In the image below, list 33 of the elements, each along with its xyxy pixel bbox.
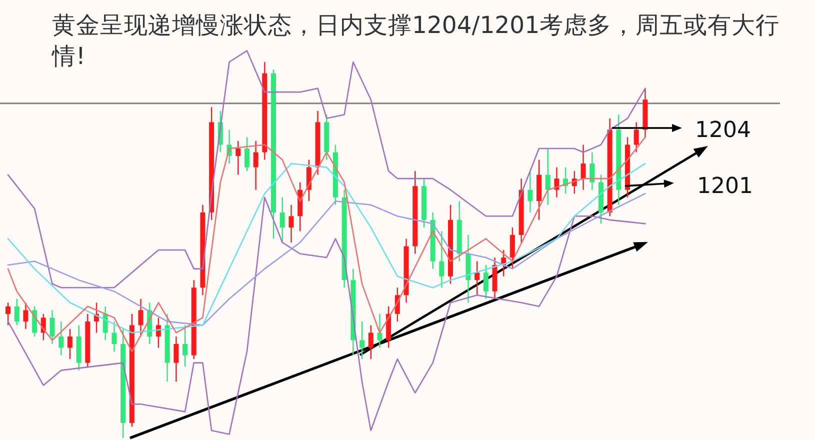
candlestick — [156, 317, 161, 348]
candlestick — [50, 310, 55, 345]
candlestick — [32, 306, 38, 338]
candlestick — [244, 136, 250, 172]
candlestick — [112, 320, 117, 352]
candlestick — [58, 320, 64, 356]
candlestick — [14, 298, 20, 326]
candlestick — [580, 144, 586, 190]
candlestick — [253, 140, 258, 190]
candlestick — [182, 324, 188, 368]
text: 1201 — [697, 174, 753, 199]
candlestick — [6, 302, 10, 326]
candlestick — [483, 264, 488, 300]
candlestick — [439, 230, 444, 288]
text: 1204 — [695, 118, 751, 143]
candlestick — [510, 226, 515, 270]
candlestick — [23, 302, 28, 330]
candlestick — [377, 313, 382, 348]
candlestick — [474, 260, 480, 296]
candlestick — [634, 122, 639, 153]
candlestick — [360, 320, 364, 360]
candlestick — [174, 336, 179, 382]
candlestick — [67, 328, 72, 360]
candlestick — [528, 170, 533, 213]
candlestick — [138, 298, 144, 338]
candlestick — [545, 148, 550, 206]
candlestick — [368, 324, 374, 360]
chart-title: 黄金呈现递增慢涨状态，日内支撑1204/1201考虑多，周五或有大行情! — [52, 10, 781, 72]
candlestick — [554, 166, 560, 198]
candlestick — [590, 152, 595, 190]
candlestick — [288, 204, 294, 244]
candlestick — [236, 140, 241, 176]
candlestick — [280, 196, 285, 244]
